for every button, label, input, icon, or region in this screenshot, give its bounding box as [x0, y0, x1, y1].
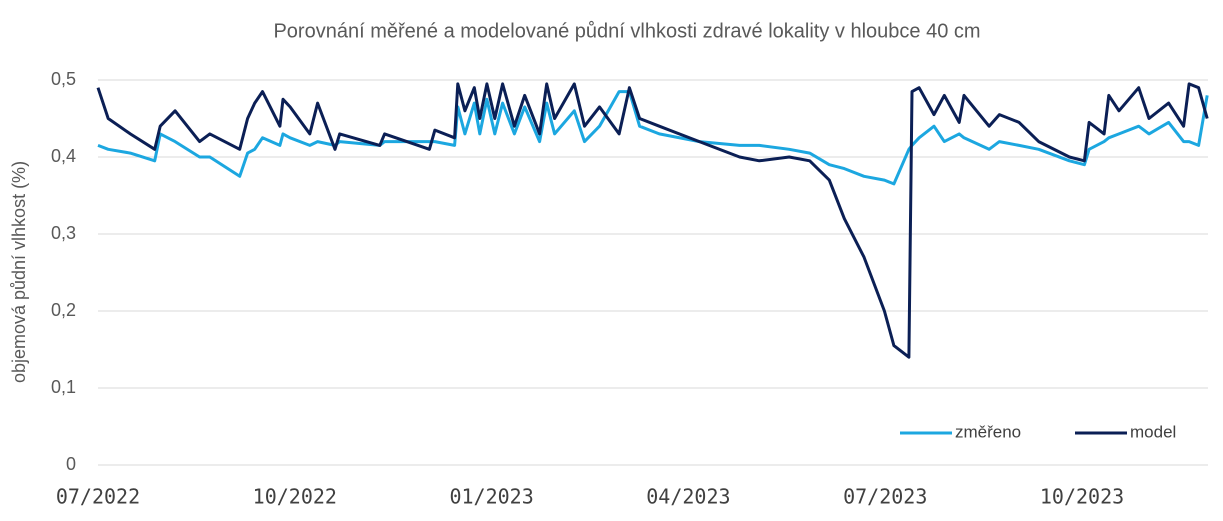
x-tick-label: 07/2022 — [56, 485, 140, 509]
x-tick-label: 10/2023 — [1040, 485, 1124, 509]
x-tick-label: 01/2023 — [449, 485, 533, 509]
y-axis-label: objemová půdní vlhkost (%) — [9, 161, 29, 383]
y-tick-label: 0,3 — [51, 223, 76, 243]
y-tick-label: 0,1 — [51, 377, 76, 397]
chart-title: Porovnání měřené a modelované půdní vlhk… — [273, 20, 980, 42]
y-tick-label: 0,4 — [51, 146, 76, 166]
x-tick-label: 04/2023 — [646, 485, 730, 509]
y-tick-label: 0,5 — [51, 69, 76, 89]
legend-label: změřeno — [955, 422, 1021, 441]
series-line — [96, 82, 1209, 359]
x-tick-label: 07/2023 — [843, 485, 927, 509]
legend-label: model — [1130, 422, 1176, 441]
x-tick-label: 10/2022 — [253, 485, 337, 509]
series-line — [97, 90, 1209, 186]
y-tick-label: 0 — [66, 454, 76, 474]
y-tick-label: 0,2 — [51, 300, 76, 320]
